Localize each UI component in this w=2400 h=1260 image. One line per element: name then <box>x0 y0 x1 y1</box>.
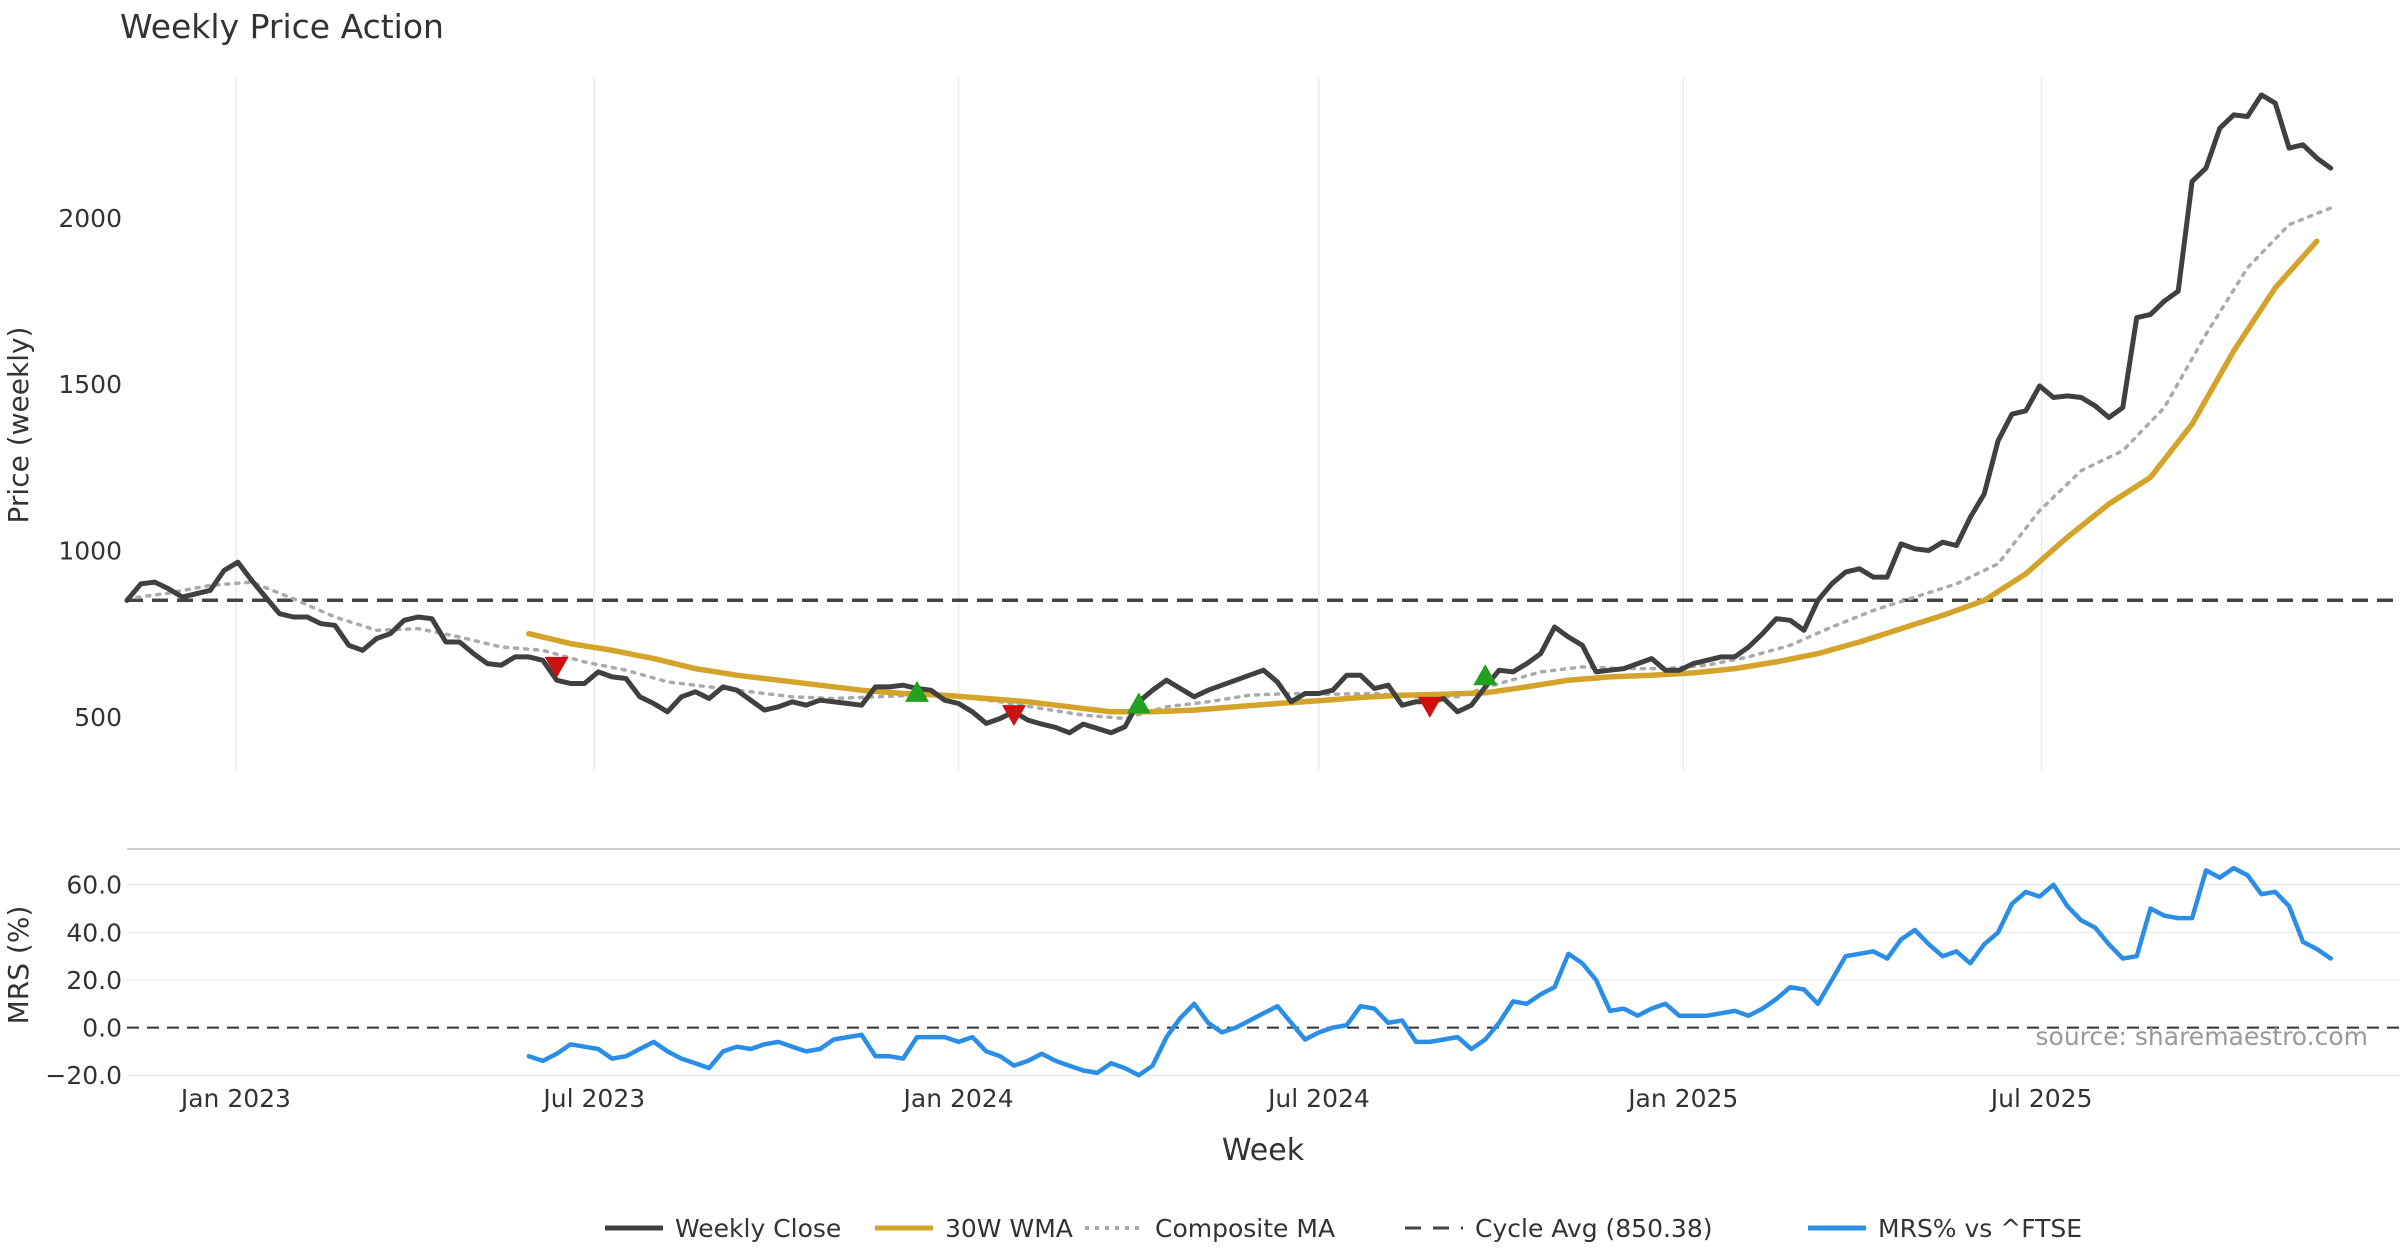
buy-signal-marker <box>1473 664 1498 686</box>
sell-signal-marker <box>1002 705 1027 727</box>
mrs-y-axis-ticks: −20.0 0.0 20.0 40.0 60.0 <box>45 871 122 1091</box>
x-tick-label: Jan 2023 <box>179 1084 291 1113</box>
x-tick-label: Jan 2024 <box>902 1084 1014 1113</box>
price-panel: 500 1000 1500 2000 Price (weekly) <box>2 78 2400 770</box>
x-tick-label: Jan 2025 <box>1626 1084 1738 1113</box>
sell-signal-marker <box>544 656 569 678</box>
legend-label-composite: Composite MA <box>1155 1214 1335 1243</box>
price-y-tick-label: 500 <box>74 703 122 732</box>
mrs-gridlines <box>127 884 2400 1076</box>
legend-label-close: Weekly Close <box>675 1214 841 1243</box>
mrs-y-tick-label: 60.0 <box>66 871 122 900</box>
mrs-y-tick-label: 40.0 <box>66 918 122 947</box>
source-attribution: source: sharemaestro.com <box>2036 1022 2369 1051</box>
x-axis-ticks: Jan 2023 Jul 2023 Jan 2024 Jul 2024 Jan 2025… <box>179 1084 2093 1113</box>
mrs-line <box>526 865 2333 1078</box>
sell-signal-marker <box>1417 696 1442 718</box>
weekly-close-line <box>124 92 2334 736</box>
legend: Weekly Close 30W WMA Composite MA Cycle Avg… <box>605 1214 2082 1243</box>
price-y-tick-label: 1500 <box>58 370 122 399</box>
signal-markers <box>544 656 1498 727</box>
buy-signal-marker <box>905 680 930 702</box>
price-y-axis-label: Price (weekly) <box>2 327 35 524</box>
price-gridlines <box>235 78 2043 770</box>
x-tick-label: Jul 2024 <box>1266 1084 1370 1113</box>
mrs-y-axis-label: MRS (%) <box>2 906 35 1025</box>
legend-label-wma: 30W WMA <box>945 1214 1073 1243</box>
x-axis-label: Week <box>1222 1133 1305 1168</box>
chart-title: Weekly Price Action <box>120 7 444 46</box>
mrs-y-tick-label: 0.0 <box>82 1014 122 1043</box>
buy-signal-marker <box>1126 692 1151 714</box>
mrs-y-tick-label: 20.0 <box>66 966 122 995</box>
price-y-tick-label: 1000 <box>58 537 122 566</box>
price-y-tick-label: 2000 <box>58 204 122 233</box>
x-tick-label: Jul 2023 <box>541 1084 645 1113</box>
mrs-y-tick-label: −20.0 <box>45 1061 122 1090</box>
legend-label-cycle: Cycle Avg (850.38) <box>1475 1214 1713 1243</box>
legend-label-mrs: MRS% vs ^FTSE <box>1878 1214 2082 1243</box>
wma-30w-line <box>526 238 2320 715</box>
x-tick-label: Jul 2025 <box>1989 1084 2093 1113</box>
price-y-axis-ticks: 500 1000 1500 2000 <box>58 204 122 732</box>
mrs-panel: −20.0 0.0 20.0 40.0 60.0 MRS (%) source: sha… <box>2 848 2400 1091</box>
composite-ma-line <box>125 206 2333 721</box>
